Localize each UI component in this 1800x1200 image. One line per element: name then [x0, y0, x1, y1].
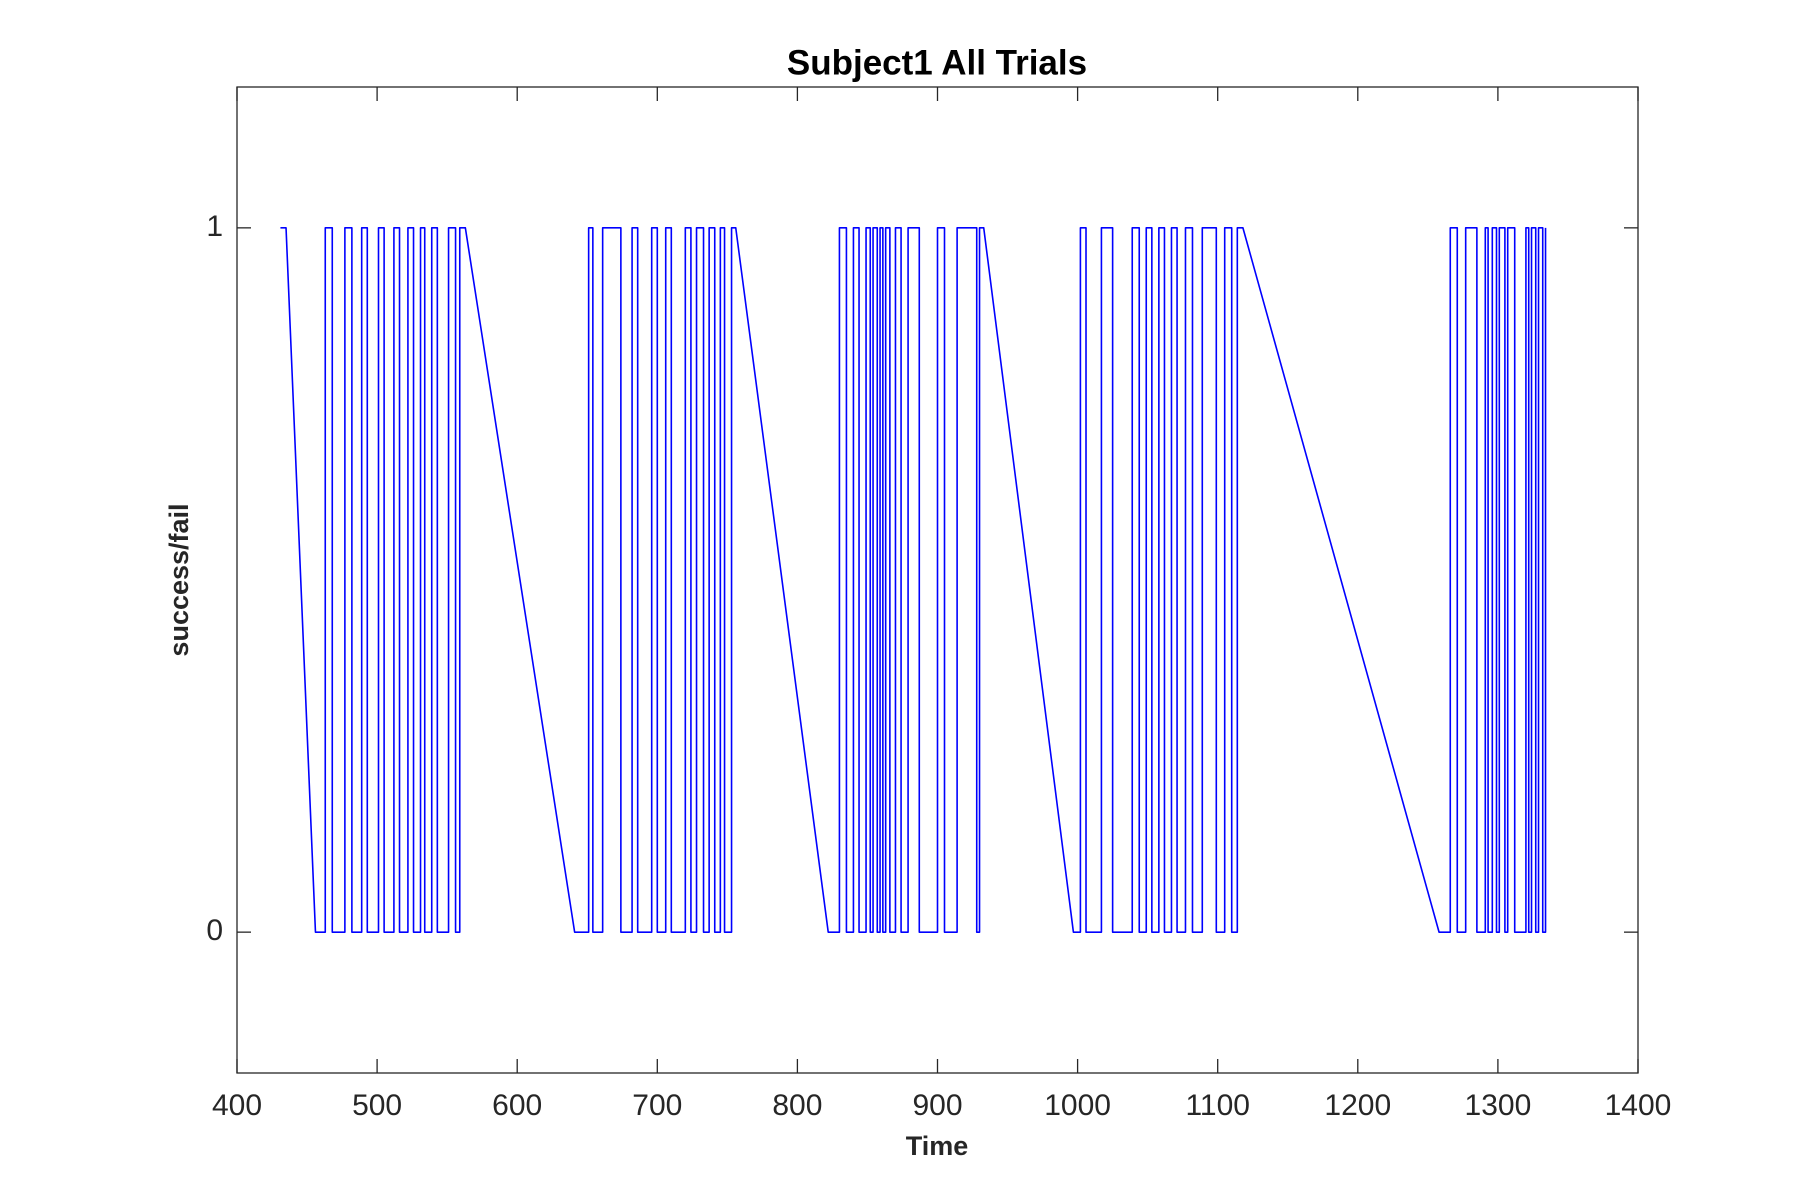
y-tick-label: 0 [206, 914, 223, 947]
y-axis-label: success/fail [164, 503, 194, 656]
data-line [280, 227, 1547, 933]
y-tick-label: 1 [206, 210, 223, 243]
x-tick-label: 400 [212, 1089, 262, 1122]
x-tick-label: 700 [632, 1089, 682, 1122]
x-tick-label: 800 [772, 1089, 822, 1122]
x-tick-label: 600 [492, 1089, 542, 1122]
x-tick-label: 900 [912, 1089, 962, 1122]
x-tick-label: 1200 [1324, 1089, 1391, 1122]
x-tick-label: 1100 [1185, 1089, 1250, 1122]
x-tick-label: 500 [352, 1089, 402, 1122]
x-tick-label: 1300 [1465, 1089, 1532, 1122]
x-tick-label: 1000 [1044, 1089, 1111, 1122]
x-tick-label: 1400 [1605, 1089, 1672, 1122]
chart-title: Subject1 All Trials [787, 43, 1087, 82]
x-axis-label: Time [906, 1131, 969, 1161]
